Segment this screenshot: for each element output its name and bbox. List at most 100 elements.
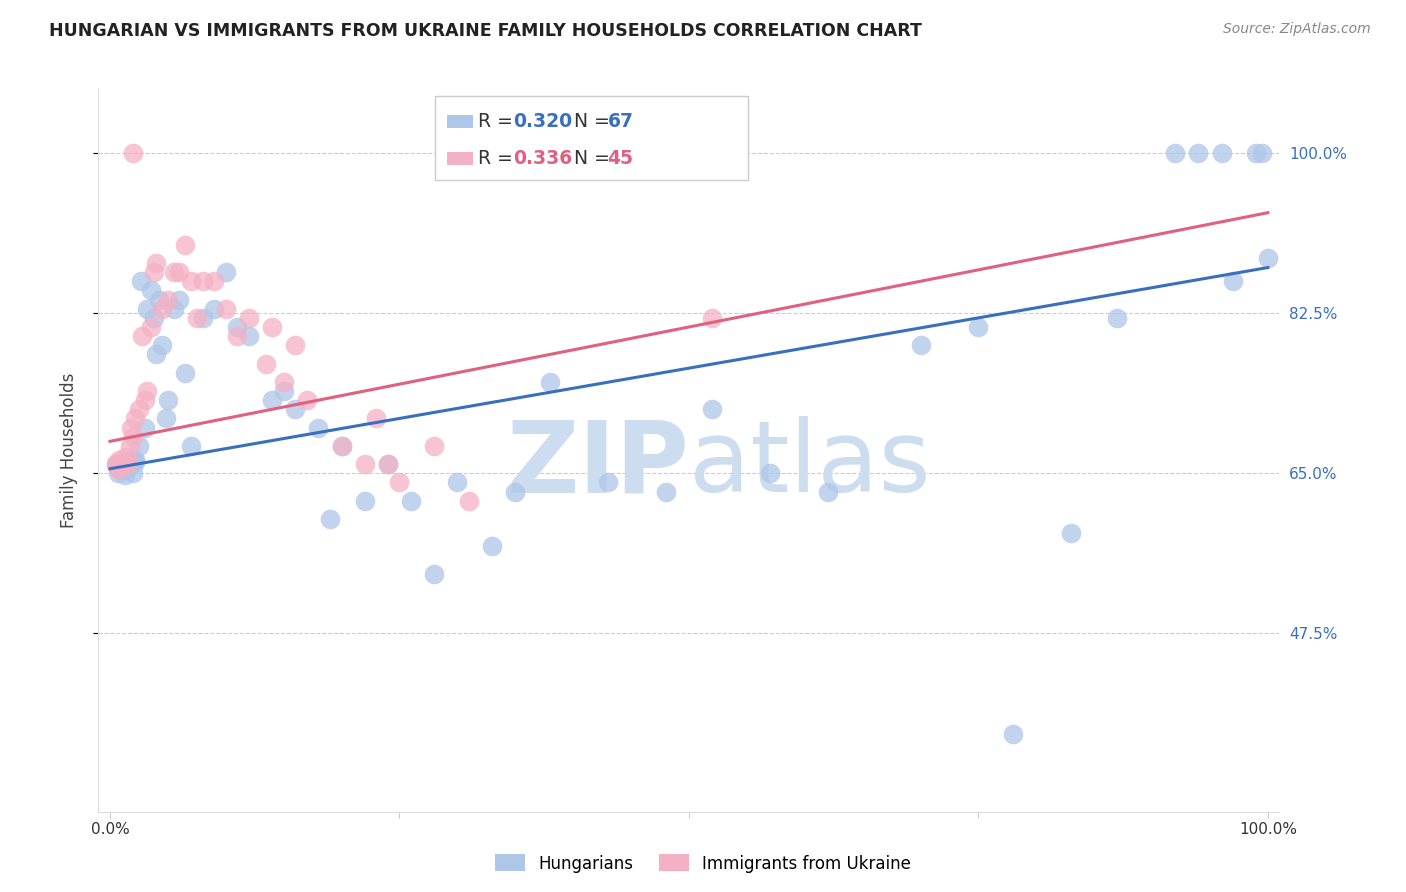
Point [1246, 146, 1268, 161]
Point [136, 384, 159, 398]
Point [596, 475, 619, 490]
Point [114, 468, 136, 483]
Point [110, 457, 132, 471]
Text: N =: N = [575, 149, 616, 169]
Point [366, 411, 388, 425]
Point [446, 475, 468, 490]
Point [238, 329, 260, 343]
Point [481, 540, 503, 554]
Point [202, 274, 225, 288]
Point [110, 462, 132, 476]
Point [128, 402, 150, 417]
Point [150, 338, 173, 352]
Point [284, 402, 307, 417]
Point [655, 484, 678, 499]
Y-axis label: Family Households: Family Households [59, 373, 77, 528]
Point [112, 462, 135, 476]
Point [117, 462, 139, 476]
Point [399, 493, 422, 508]
Point [163, 301, 186, 316]
Point [145, 256, 167, 270]
Point [104, 457, 127, 471]
Point [120, 457, 142, 471]
Point [122, 430, 145, 444]
Text: Source: ZipAtlas.com: Source: ZipAtlas.com [1223, 22, 1371, 37]
Point [295, 393, 318, 408]
Text: atlas: atlas [689, 417, 931, 514]
Text: N =: N = [575, 112, 616, 131]
Point [117, 455, 139, 469]
Point [353, 493, 375, 508]
Point [174, 237, 197, 252]
Point [107, 462, 129, 476]
Point [377, 457, 399, 471]
Point [759, 467, 782, 481]
Point [273, 375, 295, 389]
Point [120, 420, 142, 434]
Point [967, 320, 990, 334]
Point [122, 467, 145, 481]
Point [110, 457, 132, 471]
Point [129, 274, 152, 288]
Point [139, 284, 162, 298]
Point [186, 310, 208, 325]
Point [538, 375, 561, 389]
Point [1164, 146, 1187, 161]
Point [180, 439, 202, 453]
Point [156, 393, 179, 408]
Point [122, 455, 145, 469]
Point [118, 439, 141, 453]
Point [104, 457, 127, 471]
Point [139, 320, 162, 334]
Point [330, 439, 353, 453]
Point [1107, 310, 1129, 325]
Point [319, 512, 342, 526]
Point [156, 293, 179, 307]
Point [117, 457, 139, 471]
Text: 45: 45 [607, 149, 634, 169]
Point [169, 293, 191, 307]
Point [1222, 274, 1244, 288]
Text: HUNGARIAN VS IMMIGRANTS FROM UKRAINE FAMILY HOUSEHOLDS CORRELATION CHART: HUNGARIAN VS IMMIGRANTS FROM UKRAINE FAM… [49, 22, 922, 40]
Point [284, 338, 307, 352]
Point [202, 301, 225, 316]
Point [107, 467, 129, 481]
Point [117, 452, 139, 467]
Point [191, 274, 214, 288]
Point [215, 265, 238, 279]
Text: 67: 67 [607, 112, 634, 131]
Point [145, 347, 167, 361]
Point [155, 411, 177, 425]
Point [191, 310, 214, 325]
Point [163, 265, 186, 279]
Text: R =: R = [478, 112, 519, 131]
Point [458, 493, 481, 508]
Point [134, 393, 156, 408]
Point [226, 329, 249, 343]
Text: 0.320: 0.320 [513, 112, 572, 131]
Point [254, 357, 277, 371]
Point [124, 455, 146, 469]
Text: R =: R = [478, 149, 519, 169]
Point [131, 329, 153, 343]
Point [114, 450, 136, 464]
Point [1251, 146, 1274, 161]
Point [180, 274, 202, 288]
Point [124, 452, 146, 467]
Point [700, 310, 723, 325]
Point [503, 484, 526, 499]
Point [817, 484, 839, 499]
Point [273, 384, 295, 398]
Point [262, 320, 284, 334]
Point [124, 411, 146, 425]
Point [910, 338, 932, 352]
Point [700, 402, 723, 417]
Point [110, 459, 132, 474]
Point [136, 301, 159, 316]
Point [1211, 146, 1233, 161]
Point [423, 439, 446, 453]
Point [118, 458, 141, 473]
Text: 0.336: 0.336 [513, 149, 572, 169]
Point [108, 452, 131, 467]
Point [262, 393, 284, 408]
